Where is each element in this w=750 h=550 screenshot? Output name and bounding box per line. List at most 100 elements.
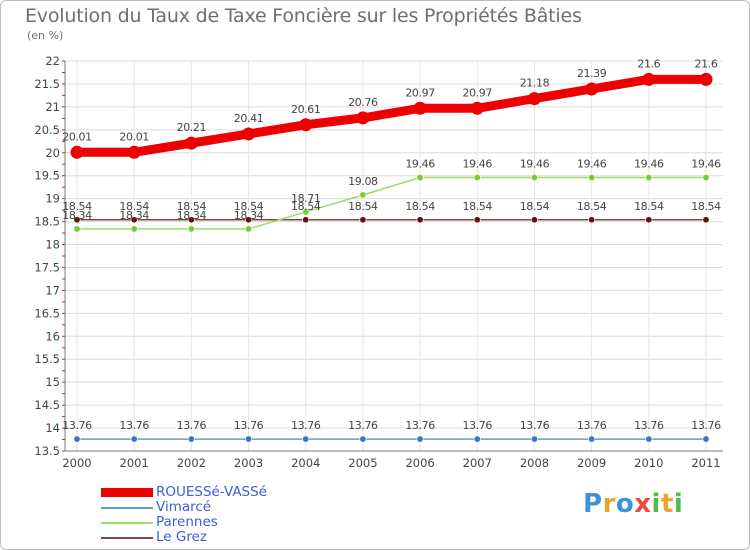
x-tick-label: 2008 <box>520 456 549 470</box>
data-label: 13.76 <box>348 419 378 432</box>
data-point <box>130 225 138 233</box>
data-label: 20.01 <box>119 130 149 143</box>
data-point <box>130 216 138 224</box>
data-label: 13.76 <box>291 419 321 432</box>
x-tick-label: 2003 <box>234 456 263 470</box>
data-point <box>645 174 653 182</box>
data-label: 19.46 <box>520 158 550 171</box>
data-point <box>359 191 367 199</box>
data-point <box>359 216 367 224</box>
y-tick-label: 15.5 <box>34 352 60 366</box>
data-label: 21.18 <box>520 77 550 90</box>
data-label: 18.54 <box>405 200 435 213</box>
data-point <box>585 82 599 96</box>
data-label: 20.97 <box>463 86 493 99</box>
data-label: 19.46 <box>634 158 664 171</box>
data-point <box>473 174 481 182</box>
data-label: 18.71 <box>291 192 321 205</box>
data-point <box>416 174 424 182</box>
data-label: 18.34 <box>177 209 207 222</box>
data-label: 18.54 <box>520 200 550 213</box>
y-tick-label: 14.5 <box>34 398 60 412</box>
data-point <box>413 101 427 115</box>
data-label: 20.97 <box>405 86 435 99</box>
y-tick-label: 14 <box>45 421 60 435</box>
data-point <box>702 435 710 443</box>
data-label: 18.54 <box>62 200 92 213</box>
data-label: 18.54 <box>291 200 321 213</box>
data-label: 19.08 <box>348 175 378 188</box>
data-point <box>702 174 710 182</box>
data-point <box>416 216 424 224</box>
logo-letter: x <box>634 489 652 519</box>
data-point <box>245 435 253 443</box>
x-tick-label: 2006 <box>405 456 434 470</box>
x-tick-label: 2007 <box>463 456 492 470</box>
y-tick-label: 16.5 <box>34 306 60 320</box>
data-label: 18.54 <box>119 200 149 213</box>
logo-letter: i <box>651 489 661 519</box>
data-label: 13.76 <box>177 419 207 432</box>
data-point <box>699 72 713 86</box>
y-tick-label: 16 <box>45 329 60 343</box>
data-point <box>645 435 653 443</box>
y-tick-label: 20.5 <box>34 123 60 137</box>
data-point <box>527 92 541 106</box>
unit-label: (en %) <box>27 29 64 42</box>
logo-letter: i <box>673 489 684 519</box>
y-tick-label: 19.5 <box>34 169 60 183</box>
data-point <box>530 174 538 182</box>
data-point <box>470 101 484 115</box>
y-tick-label: 18 <box>45 238 60 252</box>
logo-letter: P <box>583 489 603 519</box>
data-label: 18.54 <box>691 200 721 213</box>
y-tick-label: 18.5 <box>34 215 60 229</box>
data-point <box>184 136 198 150</box>
data-label: 18.34 <box>119 209 149 222</box>
data-label: 20.41 <box>234 112 264 125</box>
data-label: 20.21 <box>177 121 207 134</box>
data-label: 18.54 <box>177 200 207 213</box>
data-point <box>588 216 596 224</box>
data-label: 18.54 <box>463 200 493 213</box>
data-label: 13.76 <box>119 419 149 432</box>
legend-swatch-parennes <box>101 522 153 524</box>
y-tick-label: 21 <box>45 100 60 114</box>
data-point <box>642 72 656 86</box>
data-point <box>588 435 596 443</box>
legend-swatch-vimarce <box>101 507 153 509</box>
data-point <box>187 216 195 224</box>
data-point <box>299 118 313 132</box>
data-point <box>242 127 256 141</box>
legend-swatch-le-grez <box>101 537 153 539</box>
data-point <box>302 435 310 443</box>
y-tick-label: 20 <box>45 146 60 160</box>
data-point <box>359 435 367 443</box>
x-tick-label: 2005 <box>348 456 377 470</box>
data-label: 21.39 <box>577 67 607 80</box>
data-point <box>70 145 84 159</box>
data-label: 13.76 <box>234 419 264 432</box>
data-point <box>73 225 81 233</box>
data-label: 13.76 <box>634 419 664 432</box>
proxiti-logo: Proxiti <box>583 489 683 519</box>
x-tick-label: 2002 <box>177 456 206 470</box>
y-tick-label: 15 <box>45 375 60 389</box>
data-label: 13.76 <box>405 419 435 432</box>
data-point <box>473 216 481 224</box>
data-point <box>645 216 653 224</box>
data-label: 20.61 <box>291 103 321 116</box>
data-point <box>530 216 538 224</box>
series-line <box>76 176 707 230</box>
data-label: 20.01 <box>62 130 92 143</box>
x-tick-label: 2010 <box>634 456 663 470</box>
data-point <box>702 216 710 224</box>
data-point <box>530 435 538 443</box>
x-tick-label: 2009 <box>577 456 606 470</box>
data-label: 19.46 <box>405 158 435 171</box>
data-label: 18.54 <box>634 200 664 213</box>
x-tick-label: 2000 <box>62 456 91 470</box>
x-tick-label: 2011 <box>691 456 720 470</box>
legend-label: Le Grez <box>156 529 207 545</box>
